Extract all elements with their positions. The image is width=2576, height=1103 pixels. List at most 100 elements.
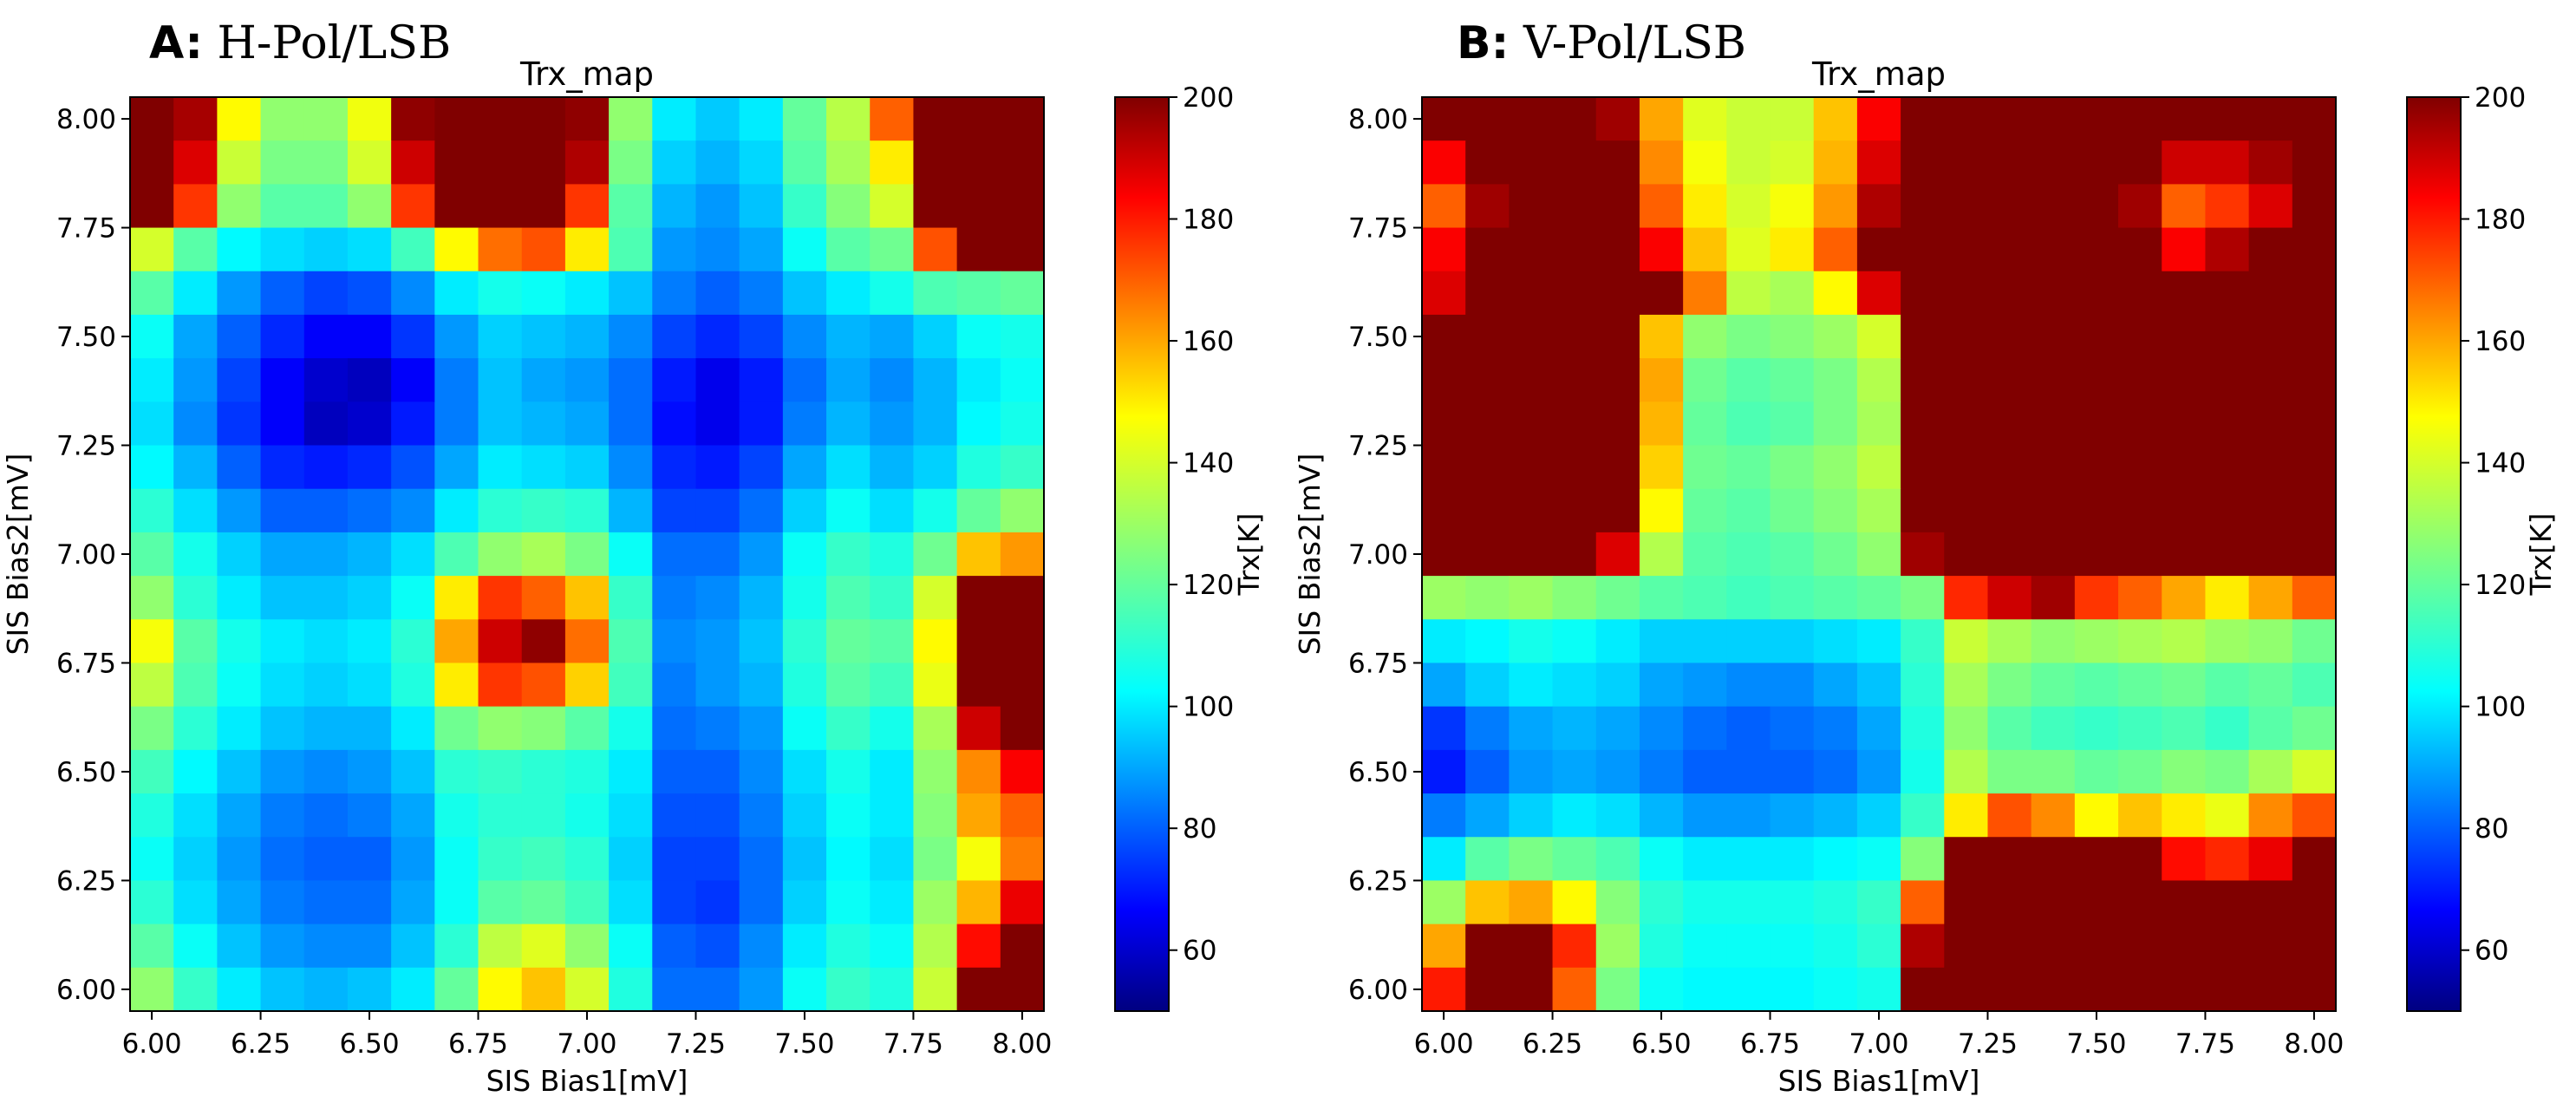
- heatmap-cell: [913, 140, 958, 185]
- heatmap-cell: [1944, 445, 1989, 490]
- heatmap-cell: [260, 706, 305, 751]
- heatmap-cell: [434, 445, 479, 490]
- heatmap-cell: [1901, 445, 1945, 490]
- heatmap-cell: [1595, 401, 1640, 447]
- heatmap-cell: [1639, 227, 1684, 272]
- heatmap-cell: [870, 967, 915, 1012]
- heatmap-cell: [1813, 749, 1858, 794]
- heatmap-cell: [1552, 401, 1597, 447]
- heatmap-cell: [739, 662, 784, 708]
- heatmap-cell: [2031, 576, 2076, 620]
- heatmap-cell: [130, 401, 174, 447]
- heatmap-cell: [2074, 749, 2119, 794]
- y-tick-label: 7.50: [1348, 322, 1408, 353]
- heatmap-cell: [695, 576, 740, 620]
- heatmap-cell: [1000, 967, 1045, 1012]
- heatmap-cell: [2248, 445, 2293, 490]
- heatmap-cell: [870, 488, 915, 533]
- heatmap-cell: [1856, 445, 1901, 490]
- heatmap-cell: [217, 445, 262, 490]
- heatmap-cell: [2162, 967, 2207, 1012]
- heatmap-cell: [1639, 445, 1684, 490]
- heatmap-cell: [956, 619, 1001, 664]
- heatmap-cell: [1422, 576, 1466, 620]
- heatmap-cell: [1639, 706, 1684, 751]
- heatmap-cell: [2292, 358, 2337, 402]
- heatmap-cell: [2248, 924, 2293, 969]
- heatmap-cell: [652, 445, 697, 490]
- heatmap-cell: [1509, 358, 1554, 402]
- heatmap-cell: [1422, 227, 1466, 272]
- heatmap-cell: [826, 314, 871, 359]
- heatmap-cell: [1683, 793, 1727, 838]
- heatmap-cell: [652, 837, 697, 882]
- heatmap-cell: [521, 924, 566, 969]
- heatmap-cell: [434, 97, 479, 141]
- heatmap-cell: [1813, 488, 1858, 533]
- heatmap-cell: [2292, 967, 2337, 1012]
- heatmap-cell: [1552, 619, 1597, 664]
- heatmap-cell: [564, 401, 610, 447]
- heatmap-cell: [1595, 314, 1640, 359]
- heatmap-cell: [521, 227, 566, 272]
- heatmap-cell: [1726, 184, 1771, 229]
- heatmap-cell: [2074, 184, 2119, 229]
- heatmap-cell: [956, 749, 1001, 794]
- heatmap-cell: [347, 488, 392, 533]
- heatmap-cell: [2074, 358, 2119, 402]
- heatmap-cell: [1726, 140, 1771, 185]
- heatmap-cell: [564, 488, 610, 533]
- heatmap-cell: [1595, 749, 1640, 794]
- heatmap-cell: [2205, 793, 2250, 838]
- panel-a-letter: A:: [149, 17, 204, 69]
- heatmap-cell: [1901, 619, 1945, 664]
- heatmap-cell: [1726, 749, 1771, 794]
- heatmap-cell: [217, 662, 262, 708]
- heatmap-cell: [521, 532, 566, 577]
- heatmap-cell: [391, 967, 435, 1012]
- heatmap-cell: [1856, 793, 1901, 838]
- heatmap-cell: [347, 314, 392, 359]
- heatmap-cell: [2118, 880, 2162, 925]
- heatmap-cell: [1901, 837, 1945, 882]
- heatmap-cell: [1813, 967, 1858, 1012]
- heatmap-cell: [391, 880, 435, 925]
- heatmap-cell: [391, 488, 435, 533]
- heatmap-cell: [130, 924, 174, 969]
- heatmap-cell: [1639, 967, 1684, 1012]
- heatmap-cell: [391, 749, 435, 794]
- heatmap-cell: [1813, 184, 1858, 229]
- heatmap-cells: [1422, 97, 2337, 1012]
- heatmap-cell: [2118, 924, 2162, 969]
- heatmap-cell: [173, 619, 218, 664]
- heatmap-cell: [1813, 271, 1858, 316]
- heatmap-cell: [2118, 314, 2162, 359]
- heatmap-cell: [1683, 227, 1727, 272]
- heatmap-cell: [478, 314, 523, 359]
- heatmap-cell: [2248, 793, 2293, 838]
- heatmap-cell: [478, 184, 523, 229]
- heatmap-cell: [1856, 227, 1901, 272]
- heatmap-cell: [347, 271, 392, 316]
- heatmap-cell: [1639, 97, 1684, 141]
- heatmap-cell: [391, 401, 435, 447]
- heatmap-cell: [2205, 967, 2250, 1012]
- heatmap-cell: [260, 271, 305, 316]
- heatmap-cell: [1422, 837, 1466, 882]
- heatmap-cell: [870, 445, 915, 490]
- heatmap-cell: [2074, 880, 2119, 925]
- heatmap-cell: [347, 97, 392, 141]
- heatmap-cell: [217, 837, 262, 882]
- heatmap-cell: [1595, 706, 1640, 751]
- heatmap-cell: [1509, 837, 1554, 882]
- heatmap-cell: [1987, 314, 2032, 359]
- heatmap-cell: [1552, 706, 1597, 751]
- y-tick-label: 6.75: [56, 648, 116, 679]
- heatmap-cell: [1813, 880, 1858, 925]
- heatmap-cell: [739, 837, 784, 882]
- heatmap-cell: [347, 358, 392, 402]
- heatmap-cell: [1770, 837, 1815, 882]
- heatmap-cell: [1000, 532, 1045, 577]
- heatmap-cell: [521, 97, 566, 141]
- heatmap-cell: [2162, 271, 2207, 316]
